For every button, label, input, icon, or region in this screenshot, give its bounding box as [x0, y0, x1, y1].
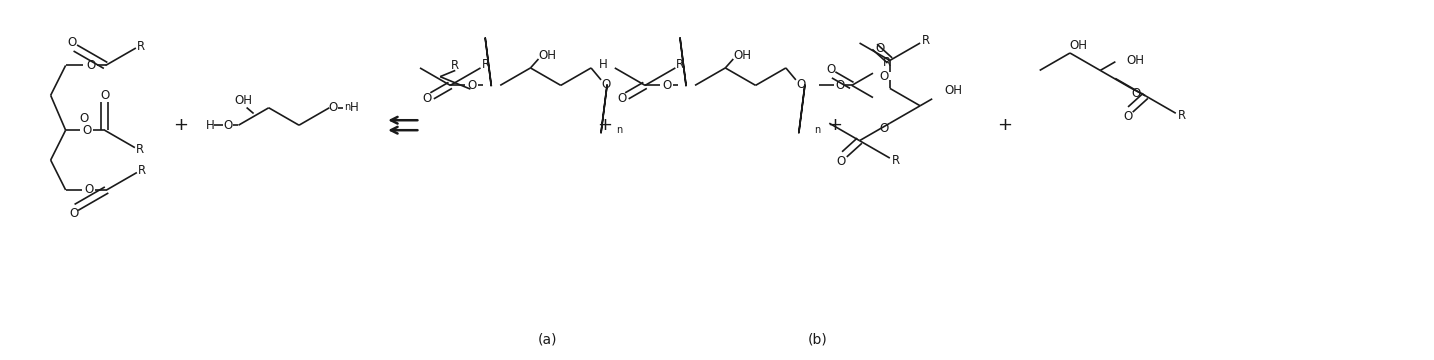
Text: R: R — [452, 59, 459, 72]
Text: H: H — [599, 58, 608, 71]
Text: O: O — [224, 119, 234, 132]
Text: R: R — [883, 57, 891, 69]
Text: R: R — [922, 33, 931, 46]
Text: O: O — [879, 122, 889, 135]
Text: O: O — [85, 184, 93, 197]
Text: O: O — [879, 70, 889, 83]
Text: O: O — [83, 124, 92, 137]
Text: R: R — [892, 154, 901, 167]
Text: OH: OH — [944, 84, 962, 97]
Text: O: O — [835, 79, 845, 92]
Text: O: O — [328, 101, 338, 114]
Text: O: O — [826, 63, 835, 76]
Text: O: O — [67, 36, 77, 49]
Text: O: O — [423, 92, 432, 105]
Text: +: + — [997, 116, 1012, 134]
Text: O: O — [100, 89, 109, 102]
Text: O: O — [1124, 110, 1133, 123]
Text: O: O — [79, 112, 89, 125]
Text: O: O — [467, 79, 478, 92]
Text: O: O — [70, 207, 79, 220]
Text: O: O — [663, 79, 671, 92]
Text: O: O — [875, 42, 885, 55]
Text: O: O — [837, 155, 846, 168]
Text: O: O — [796, 78, 806, 91]
Text: +: + — [827, 116, 842, 134]
Text: O: O — [1131, 87, 1140, 100]
Text: (b): (b) — [807, 333, 827, 347]
Text: H: H — [350, 101, 358, 114]
Text: O: O — [601, 78, 611, 91]
Text: OH: OH — [539, 49, 556, 63]
Text: O: O — [86, 59, 95, 72]
Text: OH: OH — [1068, 39, 1087, 51]
Text: OH: OH — [733, 49, 751, 63]
Text: n: n — [815, 125, 820, 135]
Text: H: H — [205, 119, 214, 132]
Text: +: + — [598, 116, 612, 134]
Text: (a): (a) — [538, 333, 558, 347]
Text: R: R — [482, 58, 489, 71]
Text: n: n — [344, 102, 350, 112]
Text: OH: OH — [1126, 54, 1144, 67]
Text: O: O — [617, 92, 627, 105]
Text: OH: OH — [235, 94, 252, 107]
Text: R: R — [1177, 109, 1186, 122]
Text: R: R — [136, 40, 145, 53]
Text: +: + — [174, 116, 188, 134]
Text: R: R — [138, 164, 146, 177]
Text: n: n — [617, 125, 622, 135]
Text: R: R — [677, 58, 684, 71]
Text: R: R — [136, 143, 143, 156]
